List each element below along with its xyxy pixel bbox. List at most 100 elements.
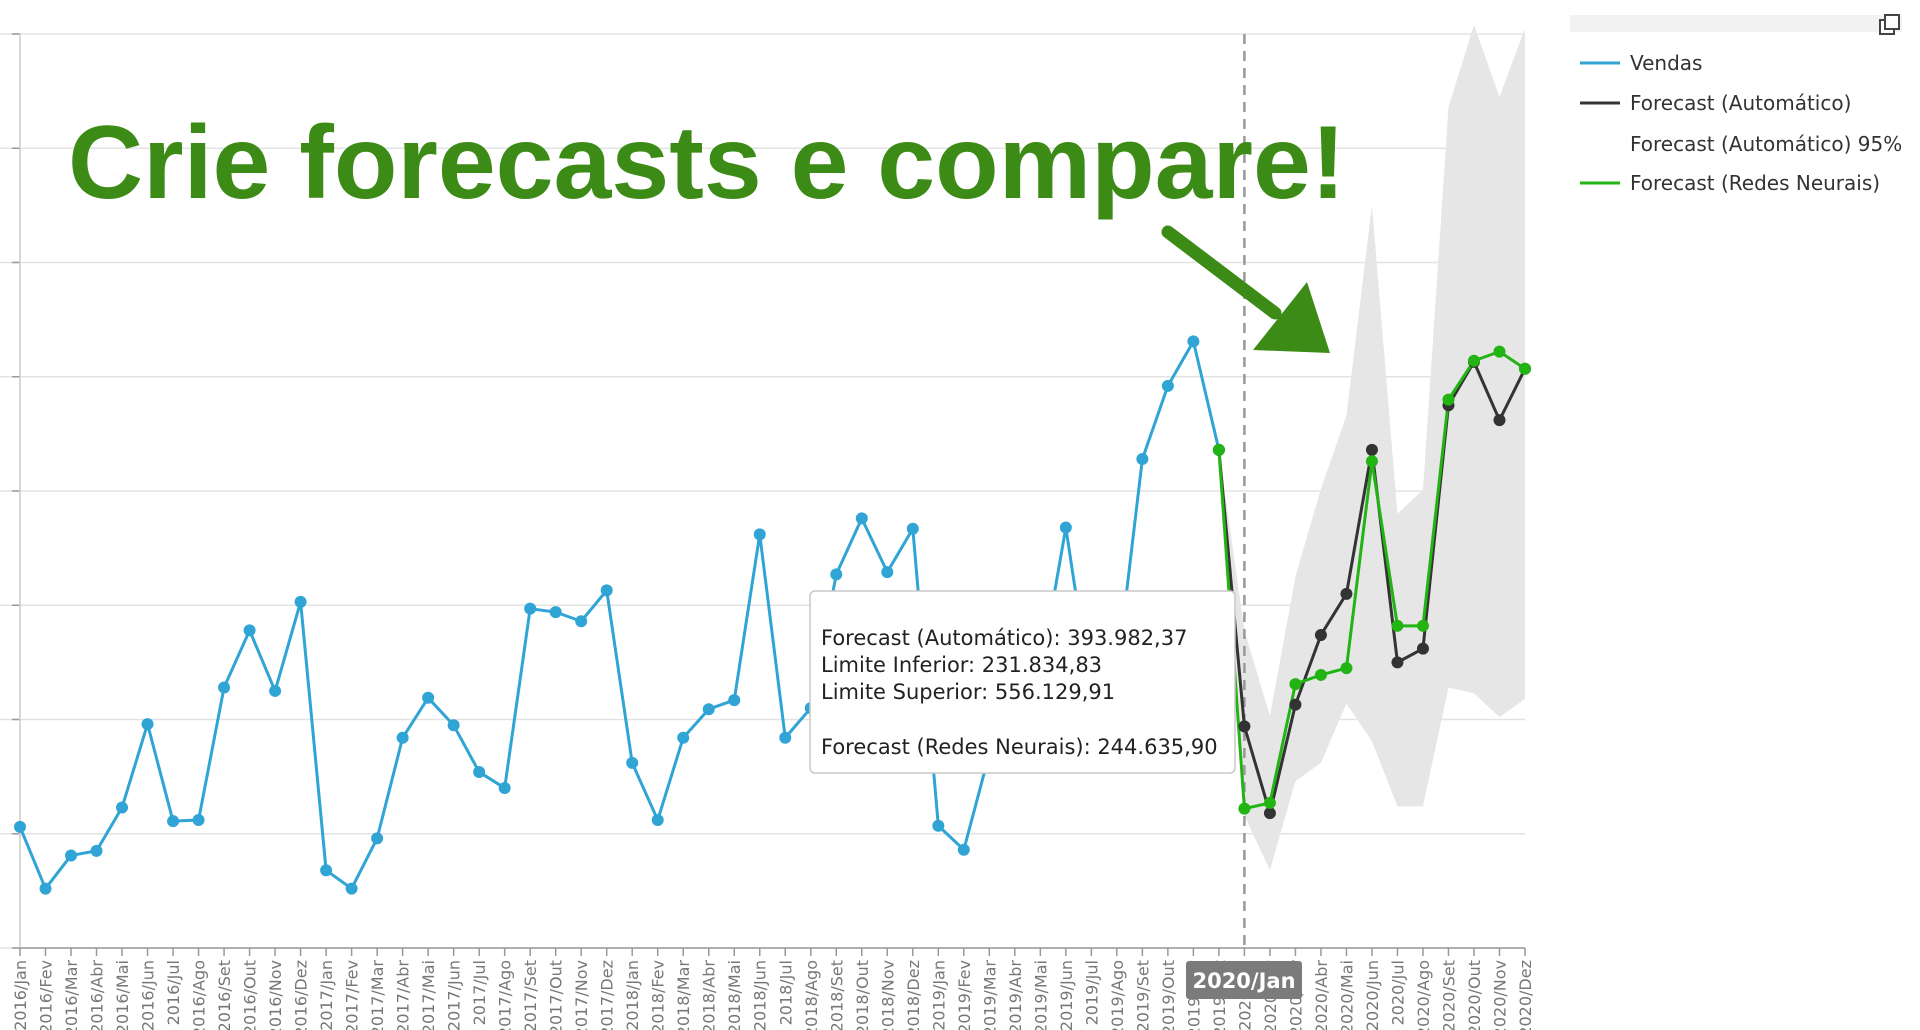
x-tick-label: 2016/Mai — [113, 960, 132, 1030]
data-point[interactable] — [396, 731, 409, 744]
data-point[interactable] — [651, 814, 664, 827]
x-tick-label: 2020/Mai — [1337, 960, 1356, 1030]
data-point[interactable] — [422, 691, 435, 704]
x-tick-label: 2018/Out — [853, 960, 872, 1030]
data-point[interactable] — [626, 756, 639, 769]
tooltip: Forecast (Automático): 393.982,37 Limite… — [809, 590, 1236, 774]
data-point[interactable] — [320, 864, 333, 877]
grid — [0, 33, 1525, 949]
data-point[interactable] — [1238, 802, 1251, 815]
data-point[interactable] — [1289, 698, 1302, 711]
data-point[interactable] — [192, 814, 205, 827]
data-point[interactable] — [957, 843, 970, 856]
x-tick-label: 2016/Out — [241, 960, 260, 1030]
data-point[interactable] — [269, 684, 282, 697]
data-point[interactable] — [1161, 379, 1174, 392]
data-point[interactable] — [881, 566, 894, 579]
data-point[interactable] — [1263, 807, 1276, 820]
data-point[interactable] — [932, 819, 945, 832]
x-tick-label: 2019/Abr — [1006, 960, 1025, 1030]
x-tick-label: 2019/Mar — [980, 960, 999, 1030]
legend-label: Forecast (Redes Neurais) — [1630, 171, 1880, 195]
data-point[interactable] — [855, 512, 868, 525]
data-point[interactable] — [1391, 656, 1404, 669]
data-point[interactable] — [753, 528, 766, 541]
data-point[interactable] — [371, 832, 384, 845]
data-point[interactable] — [1416, 642, 1429, 655]
x-tick-label: 2016/Ago — [190, 960, 209, 1030]
data-point[interactable] — [65, 849, 78, 862]
data-point[interactable] — [1365, 455, 1378, 468]
data-point[interactable] — [1519, 362, 1531, 375]
data-point[interactable] — [294, 595, 307, 608]
legend: Vendas Forecast (Automático) Forecast (A… — [1570, 14, 1902, 195]
x-tick-label: 2020/Out — [1465, 960, 1484, 1030]
data-point[interactable] — [1314, 628, 1327, 641]
data-point[interactable] — [39, 882, 52, 895]
legend-item-forecast-redes-neurais[interactable]: Forecast (Redes Neurais) — [1580, 171, 1880, 195]
x-tick-label: 2020/Set — [1439, 960, 1458, 1030]
data-point[interactable] — [1416, 619, 1429, 632]
data-point[interactable] — [141, 718, 154, 731]
data-point[interactable] — [1289, 678, 1302, 691]
legend-item-vendas[interactable]: Vendas — [1580, 51, 1702, 75]
tooltip-line: Forecast (Redes Neurais): 244.635,90 — [821, 735, 1218, 759]
tooltip-line: Forecast (Automático): 393.982,37 — [821, 626, 1187, 650]
data-point[interactable] — [1187, 335, 1200, 348]
data-point[interactable] — [1314, 668, 1327, 681]
data-point[interactable] — [218, 681, 231, 694]
data-point[interactable] — [549, 606, 562, 619]
data-point[interactable] — [498, 782, 511, 795]
data-point[interactable] — [345, 882, 358, 895]
x-tick-label: 2018/Mai — [725, 960, 744, 1030]
x-tick-label: 2019/Jul — [1082, 960, 1101, 1025]
data-point[interactable] — [1136, 453, 1149, 466]
data-point[interactable] — [1263, 796, 1276, 809]
data-point[interactable] — [677, 731, 690, 744]
series-points[interactable] — [14, 335, 1531, 895]
data-point[interactable] — [1340, 662, 1353, 675]
legend-item-forecast-automatico[interactable]: Forecast (Automático) — [1580, 91, 1851, 115]
data-point[interactable] — [167, 815, 180, 828]
data-point[interactable] — [1442, 393, 1455, 406]
data-point[interactable] — [702, 703, 715, 716]
legend-item-forecast-automatico-95[interactable]: Forecast (Automático) 95% — [1630, 132, 1902, 156]
data-point[interactable] — [116, 801, 129, 814]
data-point[interactable] — [90, 844, 103, 857]
data-point[interactable] — [473, 766, 486, 779]
legend-label: Forecast (Automático) — [1630, 91, 1851, 115]
data-point[interactable] — [1493, 414, 1506, 427]
x-tick-label: 2016/Jun — [139, 960, 158, 1030]
data-point[interactable] — [779, 731, 792, 744]
data-point[interactable] — [1340, 587, 1353, 600]
data-point[interactable] — [447, 719, 460, 732]
data-point[interactable] — [906, 522, 919, 535]
data-point[interactable] — [1391, 619, 1404, 632]
data-point[interactable] — [575, 615, 588, 628]
data-point[interactable] — [1467, 354, 1480, 367]
x-tick-label: 2017/Jun — [445, 960, 464, 1030]
x-tick-label: 2017/Jul — [470, 960, 489, 1025]
legend-bar — [1570, 15, 1902, 32]
x-tick-label: 2019/Fev — [955, 960, 974, 1030]
data-point[interactable] — [728, 694, 741, 707]
x-tick-label: 2017/Out — [547, 960, 566, 1030]
data-point[interactable] — [1238, 720, 1251, 733]
data-point[interactable] — [1365, 443, 1378, 456]
data-point[interactable] — [1493, 345, 1506, 358]
data-point[interactable] — [524, 602, 537, 615]
expand-window-icon[interactable] — [1879, 14, 1900, 35]
tooltip-line: Limite Superior: 556.129,91 — [821, 680, 1115, 704]
x-tick-label: 2017/Abr — [394, 960, 413, 1030]
data-point[interactable] — [830, 568, 843, 581]
data-point[interactable] — [600, 584, 613, 597]
data-point[interactable] — [1059, 521, 1072, 534]
legend-label: Vendas — [1630, 51, 1702, 75]
legend-label: Forecast (Automático) 95% — [1630, 132, 1902, 156]
x-tick-label: 2016/Nov — [266, 960, 285, 1030]
x-axis: 2016/Jan 2016/Fev 2016/Mar 2016/Abr 2016/Mai… — [11, 947, 1535, 1030]
data-point[interactable] — [243, 624, 256, 637]
data-point[interactable] — [1212, 443, 1225, 456]
data-point[interactable] — [14, 820, 26, 833]
